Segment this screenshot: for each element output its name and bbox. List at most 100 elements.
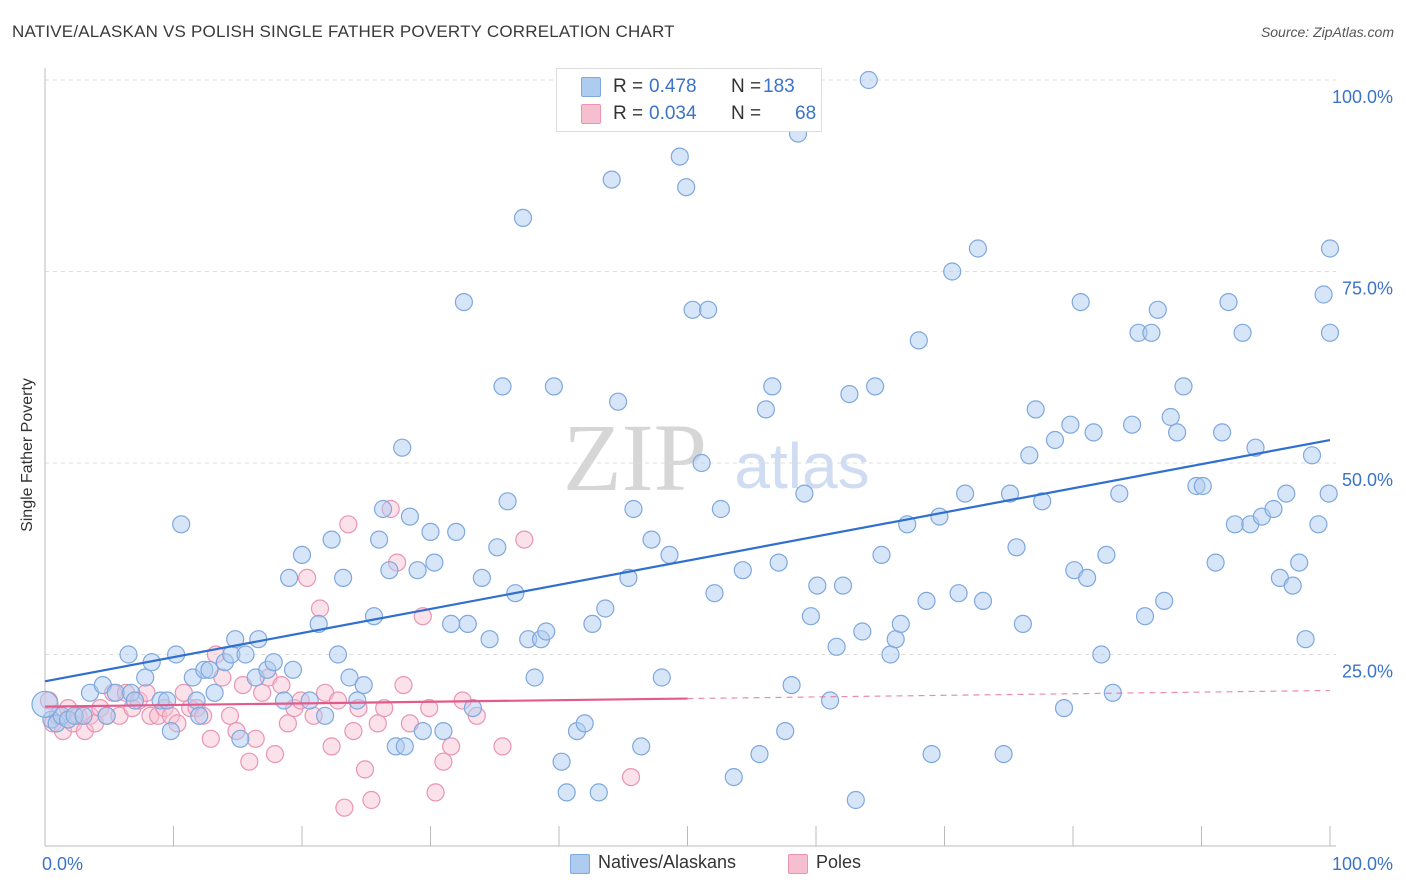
data-point: [348, 691, 367, 710]
data-point: [917, 591, 936, 611]
data-point: [724, 767, 743, 787]
data-point: [161, 721, 180, 741]
data-point: [820, 691, 840, 710]
data-point: [930, 507, 949, 526]
data-point: [1054, 698, 1074, 718]
data-point: [201, 729, 220, 748]
tick-label-layer: 25.0% 50.0% 75.0% 100.0% 0.0% 100.0%: [42, 87, 1393, 874]
data-point: [750, 744, 769, 764]
data-point: [602, 170, 621, 189]
data-point: [420, 698, 439, 718]
chart-source: Source: ZipAtlas.com: [1260, 24, 1394, 40]
data-point: [624, 499, 643, 519]
data-point: [31, 690, 59, 718]
natives-trend-line: [44, 438, 1331, 683]
data-point: [236, 645, 255, 664]
data-point: [1174, 377, 1193, 396]
data-point: [408, 561, 427, 580]
data-point: [355, 760, 375, 779]
data-point: [909, 331, 928, 350]
y-tick-label: 25.0%: [1342, 662, 1393, 682]
data-point: [380, 561, 399, 580]
poles-trend-line: [44, 697, 688, 708]
n-value: 183: [763, 76, 795, 97]
data-point: [1084, 423, 1103, 442]
data-point: [220, 706, 240, 725]
data-point: [683, 300, 702, 319]
data-point: [782, 675, 801, 695]
data-point: [733, 561, 752, 580]
data-point: [1302, 446, 1322, 465]
data-point: [833, 576, 853, 595]
data-point: [141, 706, 160, 725]
data-point: [853, 622, 872, 641]
legend-natives-label: Natives/Alaskans: [598, 852, 737, 872]
data-point: [322, 737, 341, 756]
data-point: [711, 499, 731, 519]
natives-swatch: [581, 77, 601, 97]
r-value: 0.478: [649, 76, 697, 97]
data-point: [1246, 438, 1265, 457]
data-point: [705, 584, 724, 603]
data-point: [1142, 323, 1161, 342]
data-point: [190, 706, 209, 725]
data-point: [677, 178, 696, 197]
data-point: [1320, 323, 1340, 342]
data-point: [801, 607, 821, 626]
data-point: [447, 522, 466, 542]
x-tick-label: 100.0%: [1332, 854, 1393, 874]
data-point: [425, 553, 444, 572]
y-tick-label: 50.0%: [1342, 470, 1393, 490]
poles-trend-extension: [687, 689, 1331, 700]
data-point: [763, 377, 782, 396]
data-point: [368, 714, 387, 733]
r-value: 0.034: [649, 103, 697, 124]
data-point: [442, 614, 461, 634]
data-point: [106, 683, 125, 702]
data-point: [246, 729, 265, 748]
data-point: [621, 767, 641, 787]
data-point: [583, 614, 602, 634]
data-point: [1097, 545, 1116, 565]
watermark-zip: ZIP: [563, 404, 707, 511]
data-point: [632, 737, 651, 756]
data-point: [1122, 415, 1142, 434]
data-point: [421, 522, 440, 542]
data-point: [426, 783, 445, 802]
data-point: [1264, 499, 1283, 519]
data-point: [1161, 407, 1180, 427]
data-point: [1319, 484, 1338, 503]
data-point: [608, 392, 628, 411]
poles-swatch: [581, 104, 601, 124]
data-point: [74, 706, 93, 725]
data-point: [272, 675, 291, 695]
data-point: [886, 630, 905, 649]
r-label: R =: [613, 103, 644, 124]
data-point: [808, 576, 827, 595]
data-point: [596, 599, 615, 618]
data-point: [498, 492, 517, 511]
data-point: [1219, 293, 1238, 312]
data-point: [1110, 484, 1129, 503]
data-point: [364, 607, 384, 626]
data-point: [589, 783, 608, 802]
data-point: [340, 668, 359, 687]
data-point: [575, 714, 594, 733]
legend-natives-swatch: [570, 854, 590, 874]
data-point: [1013, 614, 1033, 634]
legend-poles-label: Poles: [816, 852, 862, 872]
data-point: [158, 691, 177, 710]
data-point: [1026, 400, 1045, 419]
data-point: [316, 706, 335, 725]
data-point: [493, 737, 512, 756]
n-label: N =: [731, 103, 762, 124]
data-point: [670, 147, 689, 166]
data-point: [652, 668, 671, 687]
data-point: [97, 706, 116, 725]
data-point: [395, 737, 414, 756]
data-point: [292, 545, 312, 565]
data-point: [1314, 285, 1333, 304]
data-point: [400, 507, 419, 526]
data-point: [354, 675, 373, 695]
